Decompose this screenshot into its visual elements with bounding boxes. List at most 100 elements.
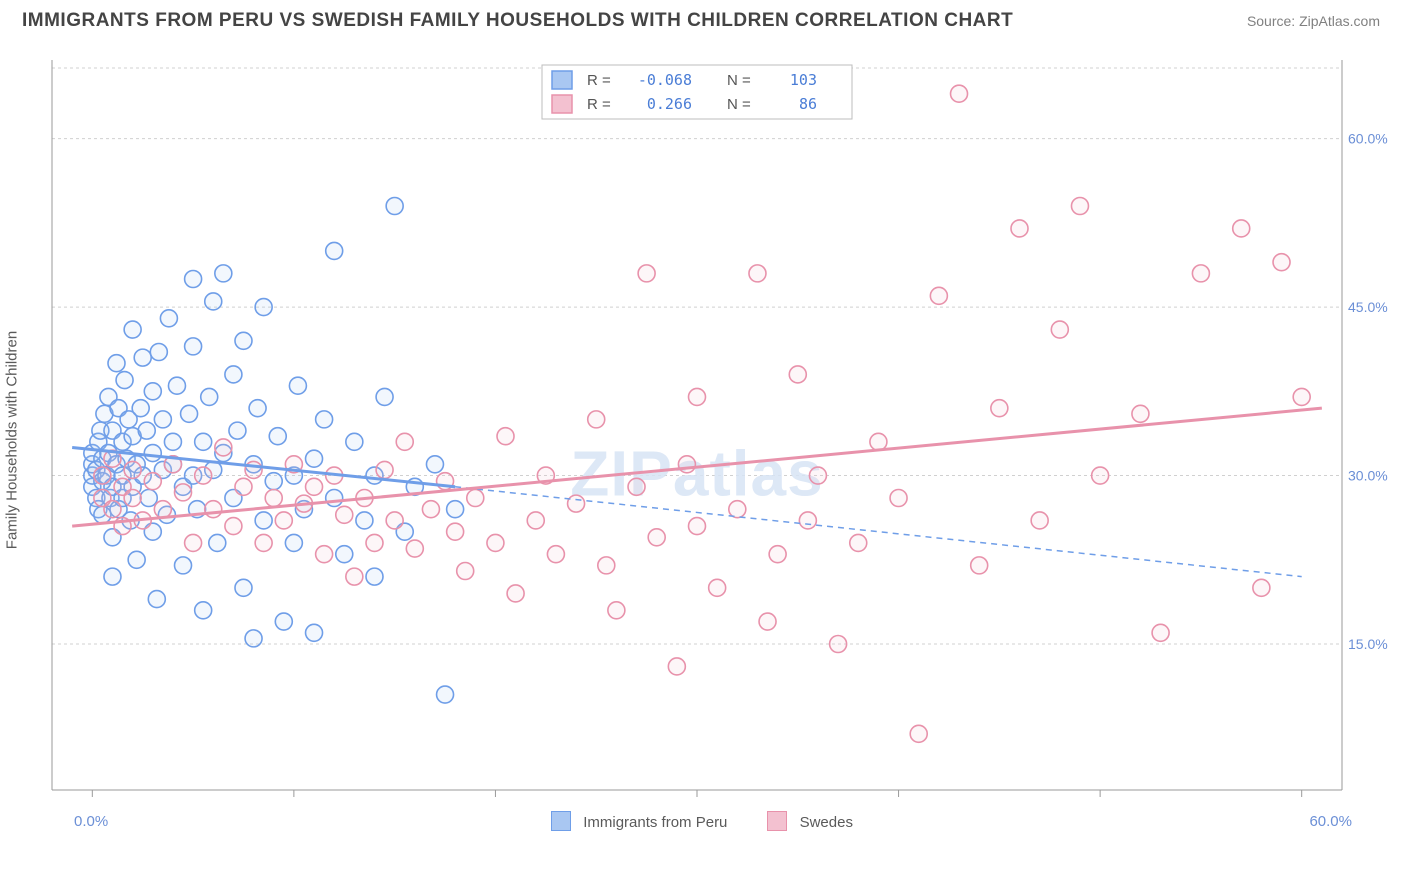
data-point-swedes: [991, 400, 1008, 417]
data-point-swedes: [447, 523, 464, 540]
data-point-swedes: [709, 579, 726, 596]
data-point-peru: [275, 613, 292, 630]
data-point-swedes: [951, 85, 968, 102]
data-point-swedes: [507, 585, 524, 602]
data-point-swedes: [789, 366, 806, 383]
data-point-peru: [437, 686, 454, 703]
data-point-swedes: [598, 557, 615, 574]
data-point-swedes: [396, 433, 413, 450]
legend-swatch-peru: [551, 811, 571, 831]
data-point-peru: [376, 388, 393, 405]
data-point-peru: [326, 490, 343, 507]
data-point-swedes: [104, 501, 121, 518]
data-point-peru: [104, 568, 121, 585]
data-point-peru: [386, 198, 403, 215]
data-point-peru: [195, 433, 212, 450]
watermark: ZIPatlas: [570, 438, 823, 510]
data-point-swedes: [547, 546, 564, 563]
data-point-peru: [144, 445, 161, 462]
svg-text:86: 86: [799, 95, 817, 113]
data-point-swedes: [225, 518, 242, 535]
svg-text:N =: N =: [727, 72, 751, 89]
legend-item-swedes: Swedes: [767, 811, 853, 831]
y-tick-label: 45.0%: [1348, 299, 1388, 315]
data-point-swedes: [1253, 579, 1270, 596]
data-point-swedes: [1152, 624, 1169, 641]
source-link[interactable]: ZipAtlas.com: [1299, 13, 1380, 29]
data-point-peru: [205, 293, 222, 310]
data-point-peru: [245, 630, 262, 647]
source-prefix: Source:: [1247, 13, 1299, 29]
data-point-peru: [144, 383, 161, 400]
x-axis-min-label: 0.0%: [74, 813, 108, 830]
data-point-peru: [447, 501, 464, 518]
data-point-swedes: [255, 534, 272, 551]
data-point-peru: [154, 411, 171, 428]
data-point-swedes: [769, 546, 786, 563]
data-point-swedes: [376, 461, 393, 478]
data-point-swedes: [1031, 512, 1048, 529]
data-point-swedes: [850, 534, 867, 551]
y-tick-label: 60.0%: [1348, 131, 1388, 147]
data-point-swedes: [1011, 220, 1028, 237]
data-point-swedes: [648, 529, 665, 546]
data-point-swedes: [487, 534, 504, 551]
data-point-peru: [316, 411, 333, 428]
data-point-swedes: [1192, 265, 1209, 282]
legend-item-peru: Immigrants from Peru: [551, 811, 727, 831]
source-attribution: Source: ZipAtlas.com: [1247, 10, 1380, 29]
bottom-legend: 0.0% Immigrants from Peru Swedes 60.0%: [22, 811, 1382, 831]
data-point-peru: [168, 377, 185, 394]
data-point-peru: [285, 534, 302, 551]
data-point-swedes: [1273, 254, 1290, 271]
data-point-peru: [140, 490, 157, 507]
data-point-peru: [201, 388, 218, 405]
chart-title: IMMIGRANTS FROM PERU VS SWEDISH FAMILY H…: [22, 10, 1013, 32]
data-point-swedes: [527, 512, 544, 529]
data-point-swedes: [235, 478, 252, 495]
data-point-peru: [150, 344, 167, 361]
data-point-swedes: [124, 490, 141, 507]
data-point-swedes: [809, 467, 826, 484]
data-point-swedes: [457, 563, 474, 580]
data-point-swedes: [1293, 388, 1310, 405]
data-point-peru: [306, 450, 323, 467]
scatter-plot: 15.0%30.0%45.0%60.0%ZIPatlasR = -0.068N …: [52, 60, 1370, 830]
data-point-swedes: [94, 467, 111, 484]
data-point-swedes: [638, 265, 655, 282]
data-point-peru: [255, 299, 272, 316]
data-point-swedes: [930, 287, 947, 304]
data-point-peru: [124, 321, 141, 338]
y-tick-label: 15.0%: [1348, 636, 1388, 652]
data-point-swedes: [971, 557, 988, 574]
data-point-swedes: [185, 534, 202, 551]
data-point-peru: [128, 551, 145, 568]
data-point-swedes: [890, 490, 907, 507]
svg-text:0.266: 0.266: [647, 95, 692, 113]
data-point-swedes: [799, 512, 816, 529]
data-point-swedes: [689, 388, 706, 405]
data-point-swedes: [406, 540, 423, 557]
data-point-swedes: [870, 433, 887, 450]
data-point-swedes: [1132, 405, 1149, 422]
data-point-swedes: [910, 725, 927, 742]
data-point-peru: [289, 377, 306, 394]
data-point-swedes: [154, 501, 171, 518]
svg-text:103: 103: [790, 71, 817, 89]
data-point-swedes: [336, 506, 353, 523]
data-point-peru: [138, 422, 155, 439]
data-point-swedes: [588, 411, 605, 428]
legend-swatch-swedes: [767, 811, 787, 831]
data-point-peru: [426, 456, 443, 473]
data-point-swedes: [689, 518, 706, 535]
data-point-peru: [356, 512, 373, 529]
data-point-swedes: [275, 512, 292, 529]
data-point-peru: [181, 405, 198, 422]
svg-text:R =: R =: [587, 96, 611, 113]
data-point-peru: [326, 242, 343, 259]
data-point-peru: [134, 349, 151, 366]
data-point-swedes: [366, 534, 383, 551]
data-point-peru: [235, 579, 252, 596]
data-point-peru: [235, 332, 252, 349]
data-point-swedes: [628, 478, 645, 495]
